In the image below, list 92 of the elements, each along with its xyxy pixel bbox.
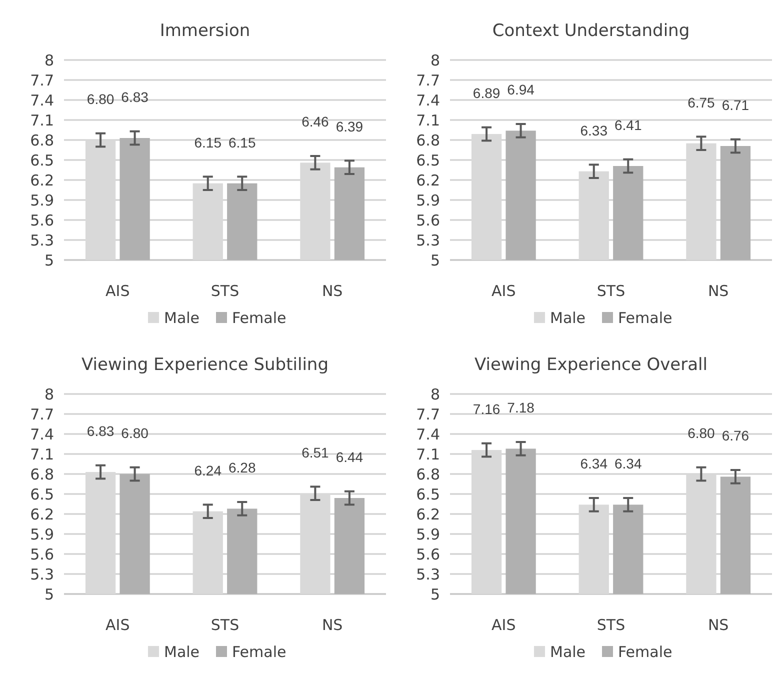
x-tick-label: NS xyxy=(708,282,729,300)
y-tick-label: 5.9 xyxy=(30,525,54,544)
data-label: 6.89 xyxy=(472,85,500,101)
y-tick-label: 5.3 xyxy=(416,231,440,250)
data-label: 7.16 xyxy=(472,401,500,417)
y-tick-label: 6.5 xyxy=(30,485,54,504)
data-label: 6.39 xyxy=(336,118,364,134)
y-tick-label: 5 xyxy=(44,251,54,270)
data-label: 6.75 xyxy=(688,94,716,110)
x-tick-label: AIS xyxy=(106,616,130,634)
y-tick-label: 6.5 xyxy=(416,151,440,170)
x-tick-label: AIS xyxy=(492,616,516,634)
y-tick-label: 5 xyxy=(430,251,440,270)
y-tick-label: 7.7 xyxy=(416,71,440,90)
y-tick-label: 6.2 xyxy=(30,505,54,524)
y-tick-label: 7.7 xyxy=(30,405,54,424)
data-label: 6.41 xyxy=(614,117,642,133)
y-tick-label: 7.4 xyxy=(30,91,54,110)
legend-label: Female xyxy=(618,643,672,661)
y-tick-label: 6.8 xyxy=(30,465,54,484)
data-label: 6.44 xyxy=(336,449,364,465)
y-tick-label: 7.7 xyxy=(416,405,440,424)
data-label: 6.94 xyxy=(507,82,535,98)
data-label: 6.83 xyxy=(86,423,114,439)
y-tick-label: 5.3 xyxy=(416,565,440,584)
x-tick-label: STS xyxy=(596,282,626,300)
x-tick-label: STS xyxy=(210,282,240,300)
data-label: 6.51 xyxy=(302,444,330,460)
y-tick-label: 8 xyxy=(430,51,440,70)
data-label: 6.80 xyxy=(688,425,716,441)
y-tick-label: 5.9 xyxy=(30,191,54,210)
y-tick-label: 8 xyxy=(44,51,54,70)
data-label: 6.24 xyxy=(194,462,222,478)
legend-label: Male xyxy=(550,643,586,661)
chart-title: Context Understanding xyxy=(492,21,690,41)
y-tick-label: 5.6 xyxy=(416,211,440,230)
y-tick-label: 7.4 xyxy=(30,425,54,444)
x-tick-label: NS xyxy=(322,616,343,634)
y-tick-label: 6.5 xyxy=(416,485,440,504)
chart-title: Viewing Experience Overall xyxy=(474,355,708,375)
y-tick-label: 6.8 xyxy=(30,131,54,150)
data-label: 6.80 xyxy=(121,425,149,441)
data-label: 6.71 xyxy=(722,97,750,113)
y-tick-label: 7.1 xyxy=(416,111,440,130)
y-tick-label: 6.5 xyxy=(30,151,54,170)
data-label: 6.83 xyxy=(121,89,149,105)
y-tick-label: 6.8 xyxy=(416,465,440,484)
data-label: 6.46 xyxy=(302,114,330,130)
x-tick-label: AIS xyxy=(106,282,130,300)
y-tick-label: 8 xyxy=(430,385,440,404)
y-tick-label: 6.2 xyxy=(416,171,440,190)
y-tick-label: 5.6 xyxy=(30,545,54,564)
y-tick-label: 7.1 xyxy=(30,111,54,130)
data-label: 6.15 xyxy=(194,134,222,150)
data-label: 7.18 xyxy=(507,400,535,416)
data-label: 6.76 xyxy=(722,428,750,444)
x-tick-label: AIS xyxy=(492,282,516,300)
data-label: 6.34 xyxy=(580,456,608,472)
chart-title: Immersion xyxy=(160,21,250,41)
x-tick-label: NS xyxy=(322,282,343,300)
legend-label: Male xyxy=(164,309,200,327)
y-tick-label: 7.4 xyxy=(416,91,440,110)
legend-label: Female xyxy=(618,309,672,327)
legend-label: Female xyxy=(232,643,286,661)
x-tick-label: STS xyxy=(210,616,240,634)
y-tick-label: 7.1 xyxy=(416,445,440,464)
y-tick-label: 5 xyxy=(430,585,440,604)
y-tick-label: 6.2 xyxy=(416,505,440,524)
y-tick-label: 7.1 xyxy=(30,445,54,464)
y-tick-label: 8 xyxy=(44,385,54,404)
y-tick-label: 6.8 xyxy=(416,131,440,150)
y-tick-label: 7.7 xyxy=(30,71,54,90)
y-tick-label: 5.9 xyxy=(416,525,440,544)
data-label: 6.80 xyxy=(86,91,114,107)
data-label: 6.28 xyxy=(228,460,256,476)
y-tick-label: 5.3 xyxy=(30,565,54,584)
data-label: 6.34 xyxy=(614,456,642,472)
legend-label: Male xyxy=(164,643,200,661)
y-tick-label: 5.9 xyxy=(416,191,440,210)
y-tick-label: 5.6 xyxy=(416,545,440,564)
legend-label: Male xyxy=(550,309,586,327)
legend-label: Female xyxy=(232,309,286,327)
y-tick-label: 5.6 xyxy=(30,211,54,230)
chart-title: Viewing Experience Subtiling xyxy=(82,355,328,375)
y-tick-label: 5.3 xyxy=(30,231,54,250)
y-tick-label: 6.2 xyxy=(30,171,54,190)
x-tick-label: NS xyxy=(708,616,729,634)
x-tick-label: STS xyxy=(596,616,626,634)
y-tick-label: 7.4 xyxy=(416,425,440,444)
data-label: 6.33 xyxy=(580,122,608,138)
data-label: 6.15 xyxy=(228,134,256,150)
y-tick-label: 5 xyxy=(44,585,54,604)
